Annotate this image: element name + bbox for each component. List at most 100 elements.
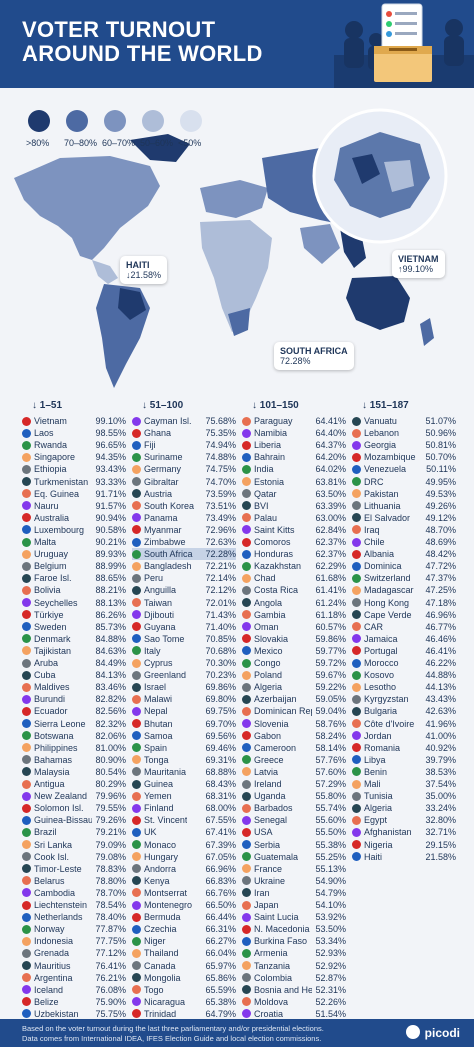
table-row: Suriname 74.88% — [132, 451, 236, 463]
table-row: Palau 63.00% — [242, 512, 346, 524]
flag-icon — [22, 815, 31, 825]
turnout-value: 77.87% — [95, 924, 126, 935]
turnout-value: 64.79% — [205, 1008, 236, 1019]
flag-icon — [352, 440, 361, 450]
flag-icon — [132, 658, 141, 668]
flag-icon — [132, 1009, 141, 1019]
table-row: Ghana 75.35% — [132, 427, 236, 439]
table-row: Morocco 46.22% — [352, 657, 456, 669]
flag-icon — [22, 706, 31, 716]
turnout-value: 67.41% — [205, 827, 236, 838]
turnout-value: 66.31% — [205, 924, 236, 935]
turnout-value: 52.87% — [315, 972, 346, 983]
table-row: Peru 72.14% — [132, 572, 236, 584]
turnout-value: 41.96% — [425, 718, 456, 729]
table-row: Belize 75.90% — [22, 996, 126, 1008]
country-name: New Zealand — [34, 791, 88, 802]
country-name: Belgium — [34, 561, 67, 572]
country-name: Finland — [144, 803, 174, 814]
table-row: Dominica 47.72% — [352, 560, 456, 572]
flag-icon — [352, 755, 361, 765]
flag-icon — [132, 501, 141, 511]
flag-icon — [352, 477, 361, 486]
table-row: Chile 48.69% — [352, 536, 456, 548]
country-name: Guinea-Bissau — [34, 815, 92, 826]
flag-icon — [132, 779, 141, 789]
country-name: Austria — [144, 488, 173, 499]
turnout-value: 72.96% — [205, 524, 236, 535]
table-row: Azerbaijan 59.05% — [242, 693, 346, 705]
turnout-value: 71.43% — [205, 609, 236, 620]
country-name: Gibraltar — [144, 476, 179, 487]
country-name: Kazakhstan — [254, 561, 302, 572]
flag-icon — [242, 731, 251, 741]
table-row: Lebanon 50.96% — [352, 427, 456, 439]
table-row: Thailand 66.04% — [132, 947, 236, 959]
flag-icon — [22, 936, 31, 946]
table-row: Philippines 81.00% — [22, 742, 126, 754]
country-name: Peru — [144, 573, 164, 584]
flag-icon — [352, 622, 361, 632]
table-row: CAR 46.77% — [352, 621, 456, 633]
flag-icon — [132, 815, 141, 825]
flag-icon — [242, 452, 251, 462]
country-name: Mongolia — [144, 972, 181, 983]
turnout-value: 90.21% — [95, 537, 126, 547]
table-row: Afghanistan 32.71% — [352, 826, 456, 838]
flag-icon — [132, 622, 141, 632]
turnout-value: 61.68% — [315, 573, 346, 584]
turnout-value: 84.88% — [95, 633, 126, 644]
turnout-value: 62.29% — [315, 561, 346, 572]
country-name: Switzerland — [364, 573, 411, 584]
table-row: Kosovo 44.88% — [352, 669, 456, 681]
turnout-value: 59.77% — [315, 645, 346, 656]
table-row: Austria 73.59% — [132, 488, 236, 500]
table-row: Uganda 55.80% — [242, 790, 346, 802]
turnout-value: 63.39% — [315, 500, 346, 511]
turnout-value: 71.40% — [205, 621, 236, 632]
turnout-value: 43.43% — [425, 694, 456, 705]
country-name: Samoa — [144, 730, 173, 741]
flag-icon — [352, 452, 361, 462]
country-name: Lebanon — [364, 428, 400, 439]
country-name: Grenada — [34, 948, 70, 959]
table-row: Israel 69.86% — [132, 681, 236, 693]
table-row: Monaco 67.39% — [132, 839, 236, 851]
flag-icon — [242, 598, 251, 607]
country-name: Suriname — [144, 452, 183, 463]
country-name: Sri Lanka — [34, 839, 73, 850]
turnout-value: 35.00% — [425, 791, 456, 802]
turnout-value: 79.08% — [95, 851, 126, 862]
turnout-value: 47.72% — [425, 561, 456, 572]
table-row: Argentina 76.21% — [22, 972, 126, 984]
flag-icon — [22, 973, 31, 983]
turnout-value: 66.83% — [205, 875, 236, 886]
table-row: Vanuatu 51.07% — [352, 415, 456, 427]
title-line-2: AROUND THE WORLD — [22, 41, 263, 66]
turnout-value: 79.21% — [95, 827, 126, 838]
turnout-value: 63.81% — [315, 476, 346, 487]
table-row: Netherlands 78.40% — [22, 911, 126, 923]
table-row: Venezuela 50.11% — [352, 463, 456, 475]
callout-vietnam-name: VIETNAM — [398, 254, 439, 264]
table-row: Algeria 59.22% — [242, 681, 346, 693]
table-row: Myanmar 72.96% — [132, 524, 236, 536]
country-name: South Korea — [144, 500, 195, 511]
country-name: Hungary — [144, 851, 179, 862]
flag-icon — [132, 803, 141, 813]
turnout-value: 68.43% — [205, 779, 236, 789]
turnout-value: 59.04% — [315, 706, 346, 717]
turnout-value: 29.15% — [425, 839, 456, 850]
table-row: Timor-Leste 78.83% — [22, 863, 126, 875]
table-row: Czechia 66.31% — [132, 923, 236, 935]
turnout-value: 39.79% — [425, 754, 456, 765]
country-name: Belize — [34, 996, 59, 1007]
country-name: Dominican Rep. — [254, 706, 312, 717]
country-name: UK — [144, 827, 157, 838]
turnout-value: 91.57% — [95, 500, 126, 511]
flag-icon — [22, 489, 31, 499]
country-name: Congo — [254, 658, 281, 668]
country-name: Türkiye — [34, 609, 64, 620]
flag-icon — [242, 706, 251, 716]
country-name: Bahrain — [254, 452, 286, 463]
